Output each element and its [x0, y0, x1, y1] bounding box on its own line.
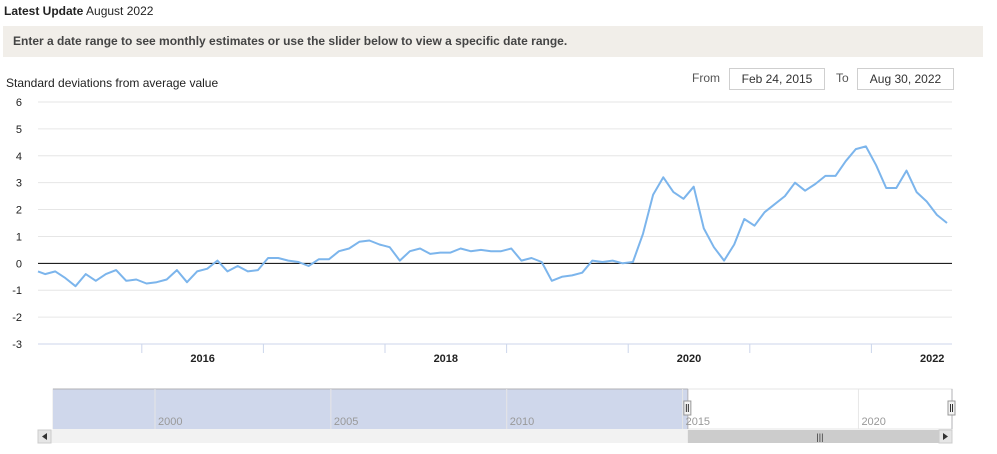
to-label: To: [836, 71, 849, 85]
arrow-right-icon: [943, 433, 948, 440]
y-tick-label: 5: [16, 124, 22, 136]
from-date-input[interactable]: Feb 24, 2015: [729, 68, 825, 90]
x-tick-label: 2018: [434, 353, 458, 365]
x-tick-labels: 2016 2018 2020 2022: [38, 343, 952, 365]
y-tick-label: 1: [16, 231, 22, 243]
grid-lines: [38, 101, 952, 345]
y-axis-title: Standard deviations from average value: [6, 76, 218, 90]
navigator-year-label: 2020: [861, 416, 885, 428]
instruction-text: Enter a date range to see monthly estima…: [13, 34, 568, 48]
y-tick-label: -1: [12, 285, 22, 297]
series-group: [37, 145, 948, 288]
y-tick-label: 3: [16, 178, 22, 190]
navigator-year-label: 2000: [158, 416, 182, 428]
navigator-handle-left[interactable]: [683, 400, 692, 416]
to-date-input[interactable]: Aug 30, 2022: [857, 68, 954, 90]
y-tick-label: 4: [16, 151, 22, 163]
series-line: [37, 145, 948, 288]
from-label: From: [692, 71, 720, 85]
navigator-mask-left: [53, 389, 688, 429]
scrollbar-grip: |||: [816, 432, 823, 442]
y-tick-labels: 6 5 4 3 2 1 0 -1 -2 -3: [12, 97, 22, 351]
instruction-banner: Enter a date range to see monthly estima…: [3, 26, 983, 57]
latest-update-value: August 2022: [86, 4, 154, 18]
navigator-year-label: 2010: [510, 416, 534, 428]
y-tick-label: -3: [12, 339, 22, 351]
y-tick-label: 0: [16, 258, 22, 270]
handle-body: [947, 400, 956, 416]
navigator-handle-right[interactable]: [947, 400, 956, 416]
navigator-scrollbar[interactable]: |||: [37, 429, 953, 444]
arrow-left-icon: [42, 433, 47, 440]
handle-body: [683, 400, 692, 416]
y-tick-label: 6: [16, 97, 22, 109]
navigator-year-label: 2015: [686, 416, 710, 428]
latest-update: Latest Update August 2022: [4, 4, 153, 18]
navigator-year-label: 2005: [334, 416, 358, 428]
navigator[interactable]: 2000 2005 2010 2015 2020 |||: [37, 388, 956, 444]
latest-update-label: Latest Update: [4, 4, 84, 18]
y-tick-label: 2: [16, 205, 22, 217]
x-tick-label: 2020: [677, 353, 701, 365]
scrollbar-thumb: [687, 430, 952, 443]
x-tick-label: 2022: [920, 353, 944, 365]
x-tick-label: 2016: [190, 353, 214, 365]
y-tick-label: -2: [12, 312, 22, 324]
